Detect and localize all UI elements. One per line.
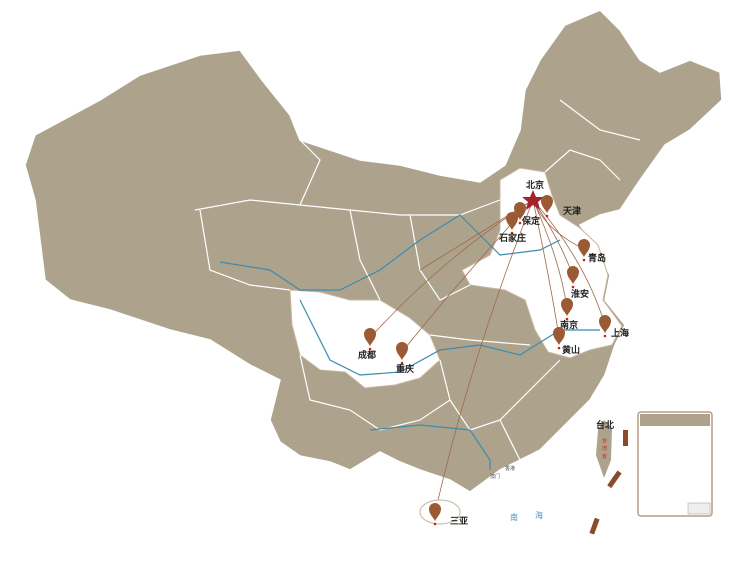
- city-marker: 青岛: [578, 239, 606, 264]
- city-label: 天津: [563, 205, 581, 217]
- map-pin-icon: [599, 315, 611, 333]
- city-label: 保定: [521, 215, 541, 227]
- label-taiwan-1: 台: [602, 437, 607, 444]
- island-marker: [589, 517, 600, 535]
- route-line: [532, 199, 568, 309]
- city-marker: 黄山: [553, 327, 580, 356]
- city-dot: [582, 258, 586, 262]
- city-marker: 石家庄: [498, 212, 526, 244]
- map-pin-icon: [429, 503, 441, 521]
- city-marker: 保定: [514, 202, 541, 227]
- label-taiwan-3: 省: [602, 453, 607, 460]
- mainland-china: [24, 9, 723, 493]
- city-label: 三亚: [450, 516, 468, 527]
- city-marker: 重庆: [396, 342, 414, 375]
- map-pin-icon: [364, 328, 376, 346]
- label-taiwan-2: 湾: [602, 445, 607, 452]
- label-south-sea-1: 南: [510, 512, 518, 522]
- city-dot: [557, 346, 561, 350]
- city-label-beijing: 北京: [526, 179, 544, 191]
- city-dot: [433, 522, 437, 526]
- city-label: 石家庄: [498, 232, 526, 244]
- city-label: 上海: [611, 327, 629, 339]
- city-label: 重庆: [396, 363, 414, 375]
- city-dot: [545, 214, 549, 218]
- map-pin-icon: [541, 195, 553, 213]
- label-taipei: 台北: [596, 419, 614, 431]
- city-marker: 天津: [541, 195, 581, 218]
- taiwan-island: [596, 420, 612, 478]
- route-line: [532, 199, 606, 326]
- city-marker: 上海: [599, 315, 629, 339]
- star-icon: [522, 190, 544, 210]
- city-dot: [400, 361, 404, 365]
- city-marker: 成都: [358, 328, 376, 361]
- city-label: 南京: [560, 319, 578, 331]
- label-hongkong: 香港: [505, 465, 515, 472]
- rivers: [219, 214, 600, 470]
- city-dot: [510, 231, 514, 235]
- city-label: 成都: [358, 349, 376, 361]
- city-marker: 南京: [560, 298, 578, 331]
- city-dot: [603, 334, 607, 338]
- map-pin-icon: [506, 212, 518, 230]
- city-label: 黄山: [562, 344, 580, 356]
- south-china-sea-inset: [637, 411, 713, 517]
- island-marker: [607, 470, 622, 489]
- map-pin-icon: [567, 266, 579, 284]
- map-pin-icon: [514, 202, 526, 220]
- map-pin-icon: [553, 327, 565, 345]
- city-dot: [571, 285, 575, 289]
- city-label: 青岛: [588, 252, 606, 264]
- route-line: [532, 199, 560, 338]
- route-line: [419, 199, 534, 271]
- city-marker: 淮安: [567, 266, 589, 300]
- route-line: [434, 199, 534, 514]
- city-label: 淮安: [571, 288, 589, 300]
- city-dot: [565, 317, 569, 321]
- label-south-sea-2: 海: [535, 510, 543, 520]
- city-dot: [368, 347, 372, 351]
- map-pin-icon: [396, 342, 408, 360]
- island-marker: [623, 430, 628, 446]
- label-macau: 澳门: [490, 473, 500, 480]
- map-pin-icon: [561, 298, 573, 316]
- map-pin-icon: [578, 239, 590, 257]
- city-dot: [518, 221, 522, 225]
- city-marker: 三亚: [429, 503, 468, 527]
- highlight-north-east-coast: [461, 167, 623, 359]
